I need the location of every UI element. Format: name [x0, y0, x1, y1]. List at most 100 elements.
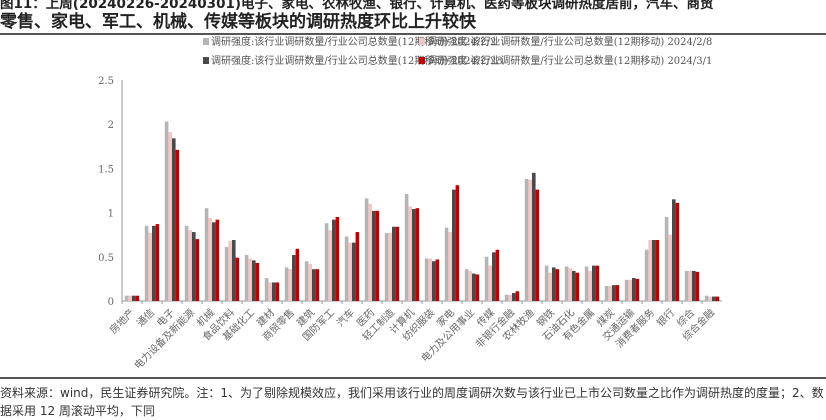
- bar: [552, 267, 556, 301]
- y-tick-label: 1.5: [98, 164, 114, 175]
- bar: [692, 270, 696, 301]
- bar: [488, 265, 492, 301]
- bar: [575, 272, 580, 301]
- bar: [612, 285, 616, 301]
- bar: [375, 210, 380, 301]
- bar: [704, 295, 709, 301]
- legend-swatch: [203, 38, 209, 45]
- bar: [452, 189, 456, 301]
- bar: [368, 203, 372, 301]
- footer-line-2: 据采用 12 周滚动平均，下同: [0, 404, 155, 418]
- bar: [388, 232, 392, 301]
- bar: [124, 295, 129, 301]
- bar: [352, 242, 356, 301]
- bar: [688, 270, 692, 301]
- bar: [695, 271, 700, 301]
- bar: [524, 179, 529, 301]
- bar: [304, 261, 309, 301]
- bar: [412, 209, 416, 301]
- bar: [195, 239, 200, 301]
- bar: [655, 240, 660, 301]
- bar: [328, 230, 332, 301]
- bar: [608, 285, 612, 301]
- bar: [675, 202, 680, 301]
- x-tick-label: 房地产: [107, 306, 137, 336]
- bar: [644, 249, 649, 301]
- legend-label: 调研强度:该行业调研数量/行业公司总数量(12期移动) 2024/2/8: [427, 35, 712, 48]
- legend: 调研强度:该行业调研数量/行业公司总数量(12期移动) 2024/2/2调研强度…: [203, 35, 712, 67]
- x-tick-label: 汽车: [334, 306, 357, 329]
- bar: [215, 219, 220, 301]
- bar: [428, 258, 432, 301]
- y-tick-label: 1: [108, 209, 114, 220]
- bar: [128, 295, 132, 301]
- bar: [268, 282, 272, 301]
- bar: [144, 225, 149, 301]
- bar: [155, 224, 160, 301]
- bar: [164, 121, 169, 301]
- bar: [335, 217, 340, 301]
- bar: [308, 263, 312, 301]
- bar: [424, 258, 429, 301]
- bar: [275, 282, 280, 301]
- bar: [504, 294, 509, 301]
- bar: [495, 249, 500, 301]
- bar: [324, 223, 329, 301]
- bar: [315, 269, 320, 301]
- bar: [544, 265, 549, 301]
- bar: [572, 270, 576, 301]
- bar: [392, 226, 396, 301]
- bar: [635, 278, 640, 301]
- bar: [615, 285, 620, 301]
- bar: [415, 208, 420, 301]
- bar: [192, 232, 196, 301]
- bar: [284, 267, 289, 301]
- bar: [255, 262, 260, 301]
- bar: [664, 217, 669, 301]
- bar: [535, 189, 540, 301]
- bar: [432, 261, 436, 301]
- footer-divider: [0, 377, 826, 379]
- bar: [395, 226, 400, 301]
- bar: [668, 234, 672, 301]
- bar: [512, 293, 516, 301]
- bar: [588, 270, 592, 301]
- legend-swatch: [203, 57, 209, 64]
- legend-swatch: [419, 57, 425, 64]
- footer-line-1: 资料来源：wind，民生证券研究院。注：1、为了剔除规模效应，我们采用该行业的周…: [0, 386, 824, 400]
- bar: [455, 185, 460, 301]
- bar: [348, 242, 352, 301]
- bar: [244, 255, 249, 301]
- bars: [124, 121, 720, 301]
- bar: [548, 272, 552, 301]
- bar: [188, 230, 192, 301]
- bar: [355, 232, 360, 301]
- bar: [208, 217, 212, 301]
- bar: [288, 269, 292, 301]
- legend-swatch: [419, 38, 425, 45]
- bar: [484, 256, 489, 301]
- title-line-1: 图11：上周(20240226-20240301)电子、家电、农林牧渔、银行、计…: [0, 0, 714, 12]
- bar: [435, 259, 440, 301]
- bar: [168, 132, 172, 301]
- bar: [152, 225, 156, 301]
- bar: [344, 236, 349, 301]
- bar: [212, 222, 216, 301]
- legend-label: 调研强度:该行业调研数量/行业公司总数量(12期移动) 2024/3/1: [427, 54, 712, 67]
- bar: [175, 149, 180, 301]
- bar: [468, 270, 472, 301]
- bar: [532, 172, 536, 301]
- legend-label: 调研强度:该行业调研数量/行业公司总数量(12期移动) 2024/2/23: [211, 54, 503, 67]
- y-tick-label: 0: [108, 297, 114, 308]
- bar: [204, 208, 209, 301]
- x-tick-label: 银行: [654, 306, 677, 329]
- bar: [508, 294, 512, 301]
- bar: [648, 240, 652, 301]
- bar: [252, 260, 256, 301]
- bar: [295, 248, 300, 301]
- bar: [652, 240, 656, 301]
- bar: [224, 247, 229, 301]
- bar: [148, 232, 152, 301]
- bar: [292, 255, 296, 301]
- bar: [632, 278, 636, 301]
